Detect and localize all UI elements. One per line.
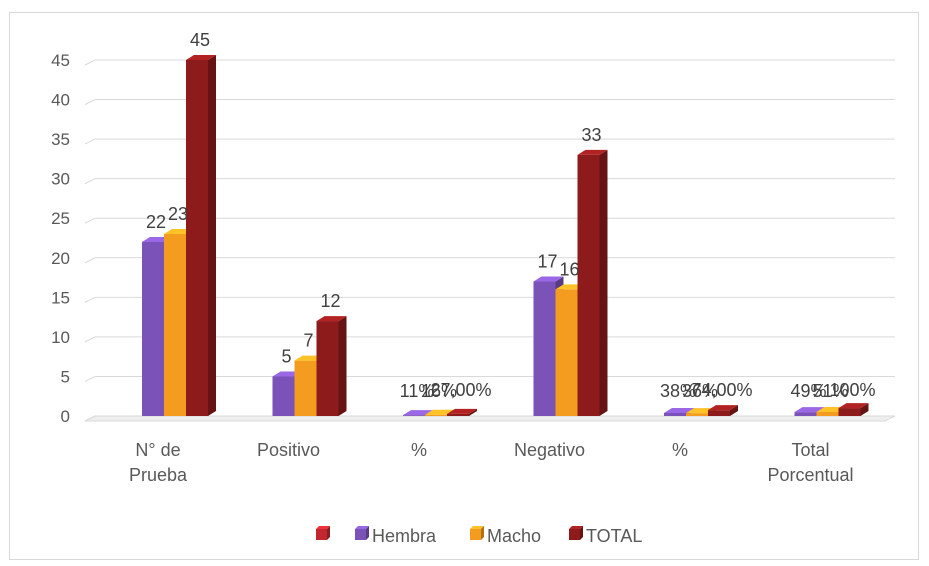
y-tick-label: 45 [51, 51, 70, 70]
y-tick-label: 15 [51, 288, 70, 307]
y-axis-ticks: 0 5 10 15 20 25 30 35 40 45 [51, 51, 70, 426]
gridline [84, 99, 895, 106]
data-label: 12 [320, 291, 340, 311]
data-label: 51% [812, 381, 848, 401]
legend-item: Hembra [355, 526, 437, 546]
gridline [84, 178, 895, 185]
gridline [84, 59, 895, 66]
gridline [84, 336, 895, 343]
legend-swatch [355, 526, 369, 540]
data-label: 23 [168, 204, 188, 224]
legend: Hembra Macho TOTAL [316, 526, 642, 546]
data-label: 36% [682, 381, 718, 401]
data-label: 49% [790, 381, 826, 401]
x-category-label: N° de Prueba [129, 440, 188, 485]
data-label: 5 [281, 346, 291, 366]
legend-item: Macho [470, 526, 541, 546]
y-tick-label: 5 [61, 367, 70, 386]
legend-label: Hembra [372, 526, 437, 546]
bar [186, 55, 216, 416]
data-labels-layer: 22 23 45 57 12 11%16%27,00% 17 16 33 38%36%74,00%… [146, 30, 876, 401]
x-axis-categories: N° de Prueba Positivo% Negativo% Total Porcen… [129, 440, 854, 485]
bar [316, 316, 347, 416]
x-category-label: Negativo [514, 440, 585, 460]
data-label: 100% [829, 380, 875, 400]
y-tick-label: 10 [51, 328, 70, 347]
y-tick-label: 30 [51, 170, 70, 189]
floor-layer [84, 415, 896, 422]
bar [447, 408, 477, 416]
legend-label: Macho [487, 526, 541, 546]
data-label: 11% [400, 381, 435, 401]
data-label: 38% [660, 381, 696, 401]
x-category-label: Total Porcentual [767, 440, 853, 485]
legend-item: TOTAL [569, 526, 642, 546]
bars-layer [142, 55, 869, 416]
chart-floor [84, 415, 896, 422]
y-tick-label: 40 [51, 91, 70, 110]
gridline [84, 375, 895, 382]
data-label: 33 [581, 125, 601, 145]
legend-swatch [316, 526, 330, 540]
data-label: 7 [303, 331, 313, 351]
data-label: 17 [537, 252, 557, 272]
data-label: 16 [559, 259, 579, 279]
gridline [84, 296, 895, 303]
data-label: 16% [421, 381, 457, 401]
gridline [84, 257, 895, 264]
legend-swatch [569, 526, 583, 540]
legend-item [316, 526, 330, 540]
y-tick-label: 0 [61, 407, 70, 426]
gridline [84, 138, 895, 145]
bar [577, 149, 608, 416]
data-label: 74,00% [691, 380, 752, 400]
y-tick-label: 35 [51, 130, 70, 149]
x-category-label: % [411, 440, 427, 460]
data-label: 45 [190, 30, 210, 50]
x-category-label: Positivo [257, 440, 320, 460]
y-tick-label: 25 [51, 209, 70, 228]
bar [838, 403, 869, 416]
legend-swatch [470, 526, 484, 540]
data-label: 22 [146, 212, 166, 232]
bar [708, 405, 738, 416]
gridline [84, 217, 895, 224]
legend-label: TOTAL [586, 526, 642, 546]
y-tick-label: 20 [51, 249, 70, 268]
x-category-label: % [672, 440, 688, 460]
data-label: 27,00% [430, 380, 491, 400]
